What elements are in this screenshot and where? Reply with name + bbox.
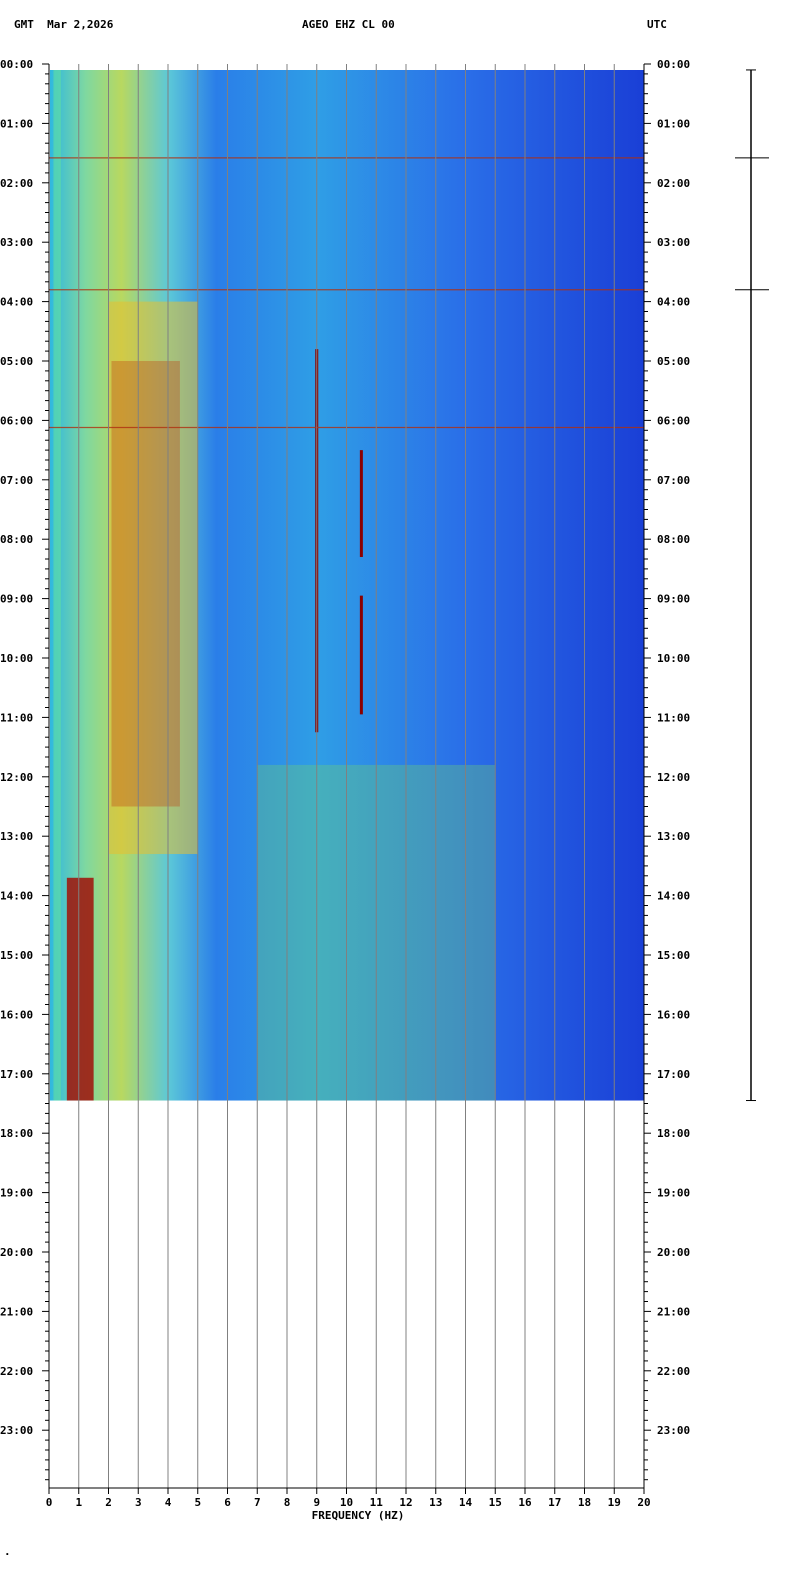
y-tick-label-left-8: 08:00	[0, 533, 33, 546]
y-tick-label-right-11: 11:00	[657, 711, 690, 724]
y-tick-label-left-17: 17:00	[0, 1068, 33, 1081]
y-tick-label-left-9: 09:00	[0, 593, 33, 606]
y-tick-label-right-20: 20:00	[657, 1246, 690, 1259]
y-tick-label-left-11: 11:00	[0, 711, 33, 724]
y-tick-label-left-12: 12:00	[0, 771, 33, 784]
y-tick-label-left-16: 16:00	[0, 1008, 33, 1021]
y-tick-label-left-23: 23:00	[0, 1424, 33, 1437]
y-tick-label-right-10: 10:00	[657, 652, 690, 665]
y-tick-label-right-9: 09:00	[657, 593, 690, 606]
header-right: UTC	[647, 18, 667, 31]
y-tick-label-left-10: 10:00	[0, 652, 33, 665]
x-axis-label: FREQUENCY (HZ)	[312, 1509, 405, 1522]
y-tick-label-left-3: 03:00	[0, 236, 33, 249]
y-tick-label-right-18: 18:00	[657, 1127, 690, 1140]
x-tick-label-0: 0	[46, 1496, 53, 1509]
x-tick-label-14: 14	[459, 1496, 473, 1509]
x-tick-label-8: 8	[284, 1496, 291, 1509]
x-tick-label-12: 12	[399, 1496, 412, 1509]
x-tick-label-18: 18	[578, 1496, 591, 1509]
x-tick-label-15: 15	[489, 1496, 502, 1509]
y-tick-label-right-0: 00:00	[657, 58, 690, 71]
y-tick-label-right-4: 04:00	[657, 296, 690, 309]
header-left: GMT Mar 2,2026	[14, 18, 114, 31]
y-tick-label-left-15: 15:00	[0, 949, 33, 962]
frequency-grid	[78, 64, 615, 1488]
y-tick-label-right-19: 19:00	[657, 1187, 690, 1200]
y-tick-label-right-7: 07:00	[657, 474, 690, 487]
y-tick-label-right-14: 14:00	[657, 890, 690, 903]
x-tick-label-9: 9	[313, 1496, 320, 1509]
x-tick-label-7: 7	[254, 1496, 261, 1509]
low-freq-band	[66, 877, 94, 1101]
x-tick-label-19: 19	[608, 1496, 621, 1509]
dc-band	[53, 70, 61, 1101]
y-tick-label-right-21: 21:00	[657, 1305, 690, 1318]
x-tick-label-1: 1	[75, 1496, 82, 1509]
y-tick-label-right-8: 08:00	[657, 533, 690, 546]
y-tick-label-right-15: 15:00	[657, 949, 690, 962]
y-tick-label-left-22: 22:00	[0, 1365, 33, 1378]
x-tick-label-2: 2	[105, 1496, 112, 1509]
x-tick-label-17: 17	[548, 1496, 561, 1509]
y-tick-label-left-4: 04:00	[0, 296, 33, 309]
y-tick-label-right-13: 13:00	[657, 830, 690, 843]
x-tick-label-6: 6	[224, 1496, 231, 1509]
y-tick-label-right-17: 17:00	[657, 1068, 690, 1081]
header-title: AGEO EHZ CL 00	[302, 18, 395, 31]
y-tick-label-right-6: 06:00	[657, 414, 690, 427]
y-tick-label-left-21: 21:00	[0, 1305, 33, 1318]
axes: 00:00 00:00 01:00 01:00 02:00 02:00 03:00 03:00…	[0, 58, 690, 1509]
y-tick-label-right-1: 01:00	[657, 117, 690, 130]
x-tick-label-4: 4	[165, 1496, 172, 1509]
x-tick-label-20: 20	[637, 1496, 650, 1509]
y-tick-label-right-12: 12:00	[657, 771, 690, 784]
y-tick-label-left-14: 14:00	[0, 890, 33, 903]
y-tick-label-right-3: 03:00	[657, 236, 690, 249]
y-tick-label-left-2: 02:00	[0, 177, 33, 190]
x-tick-label-16: 16	[518, 1496, 532, 1509]
y-tick-label-right-16: 16:00	[657, 1008, 690, 1021]
x-tick-label-11: 11	[370, 1496, 384, 1509]
y-tick-label-right-23: 23:00	[657, 1424, 690, 1437]
seismic-trace	[735, 69, 769, 1102]
y-tick-label-left-13: 13:00	[0, 830, 33, 843]
y-tick-label-left-6: 06:00	[0, 414, 33, 427]
x-tick-label-3: 3	[135, 1496, 142, 1509]
y-tick-label-left-7: 07:00	[0, 474, 33, 487]
y-tick-label-left-18: 18:00	[0, 1127, 33, 1140]
y-tick-label-right-2: 02:00	[657, 177, 690, 190]
x-tick-label-5: 5	[194, 1496, 201, 1509]
y-tick-label-left-5: 05:00	[0, 355, 33, 368]
y-tick-label-right-5: 05:00	[657, 355, 690, 368]
x-tick-label-10: 10	[340, 1496, 353, 1509]
y-tick-label-right-22: 22:00	[657, 1365, 690, 1378]
footer-mark: ·	[4, 1548, 11, 1561]
x-tick-label-13: 13	[429, 1496, 442, 1509]
energy-band	[108, 301, 198, 855]
y-tick-label-left-19: 19:00	[0, 1187, 33, 1200]
y-tick-label-left-1: 01:00	[0, 117, 33, 130]
y-tick-label-left-0: 00:00	[0, 58, 33, 71]
y-tick-label-left-20: 20:00	[0, 1246, 33, 1259]
